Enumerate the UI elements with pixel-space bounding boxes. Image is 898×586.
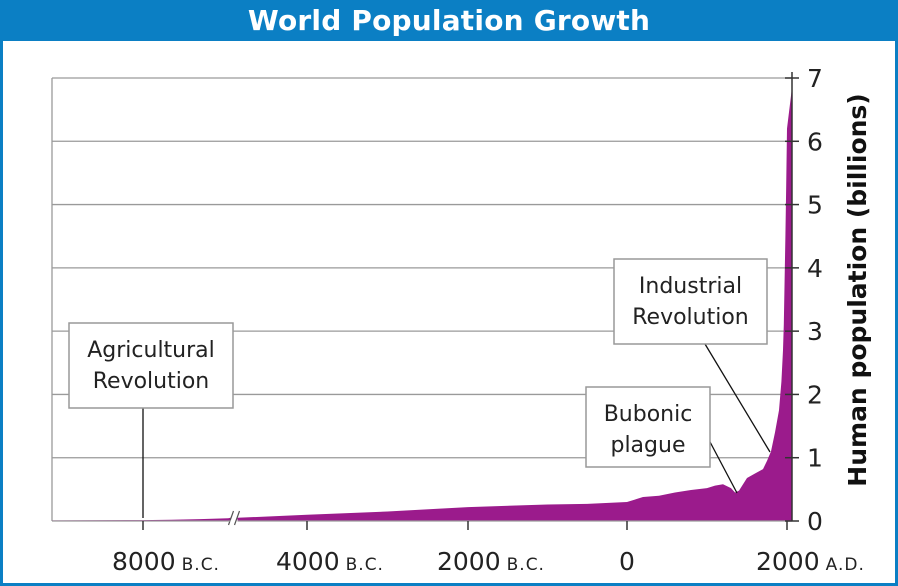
y-tick-label-2: 2 xyxy=(807,380,823,409)
annotation-bubonic: Bubonic plague xyxy=(585,386,738,494)
x-tick-label: 2000 A.D. xyxy=(756,547,865,576)
annotation-leader xyxy=(704,343,771,453)
y-tick-label-5: 5 xyxy=(807,191,823,220)
axis-break-mark xyxy=(227,510,235,526)
x-tick-label: 2000 B.C. xyxy=(437,547,545,576)
y-tick-label-4: 4 xyxy=(807,254,823,283)
y-tick-labels: 0 1 2 3 4 5 6 7 xyxy=(807,64,823,536)
annotations: Agricultural Revolution Industrial Revoluti… xyxy=(68,258,771,518)
annotation-text: Industrial xyxy=(639,274,742,299)
annotation-text: Revolution xyxy=(93,369,210,394)
axes xyxy=(52,72,799,530)
annotation-text: Agricultural xyxy=(87,338,215,363)
annotation-leader xyxy=(708,439,738,494)
y-tick-label-3: 3 xyxy=(807,317,823,346)
y-tick-label-1: 1 xyxy=(807,444,823,473)
annotation-agricultural: Agricultural Revolution xyxy=(68,322,234,518)
annotation-box xyxy=(613,258,768,345)
y-tick-label-6: 6 xyxy=(807,127,823,156)
annotation-box xyxy=(68,322,234,409)
axis-break-mark xyxy=(233,510,241,526)
x-tick-label: 8000 B.C. xyxy=(112,547,220,576)
annotation-industrial: Industrial Revolution xyxy=(613,258,771,453)
x-tick-label: 4000 B.C. xyxy=(276,547,384,576)
area-layer xyxy=(52,87,792,526)
y-axis-label: Human population (billions) xyxy=(843,93,872,486)
y-tick-label-0: 0 xyxy=(807,507,823,536)
annotation-box xyxy=(585,386,711,468)
annotation-text: Bubonic xyxy=(604,402,693,427)
annotation-text: plague xyxy=(610,433,685,458)
x-tick-labels: 8000 B.C. 4000 B.C. 2000 B.C. 0 2000 A.D. xyxy=(112,547,865,576)
y-tick-label-7: 7 xyxy=(807,64,823,93)
x-tick-label: 0 xyxy=(619,547,635,576)
population-area-early xyxy=(52,517,231,521)
chart-title: World Population Growth xyxy=(0,0,898,41)
annotation-text: Revolution xyxy=(632,305,749,330)
